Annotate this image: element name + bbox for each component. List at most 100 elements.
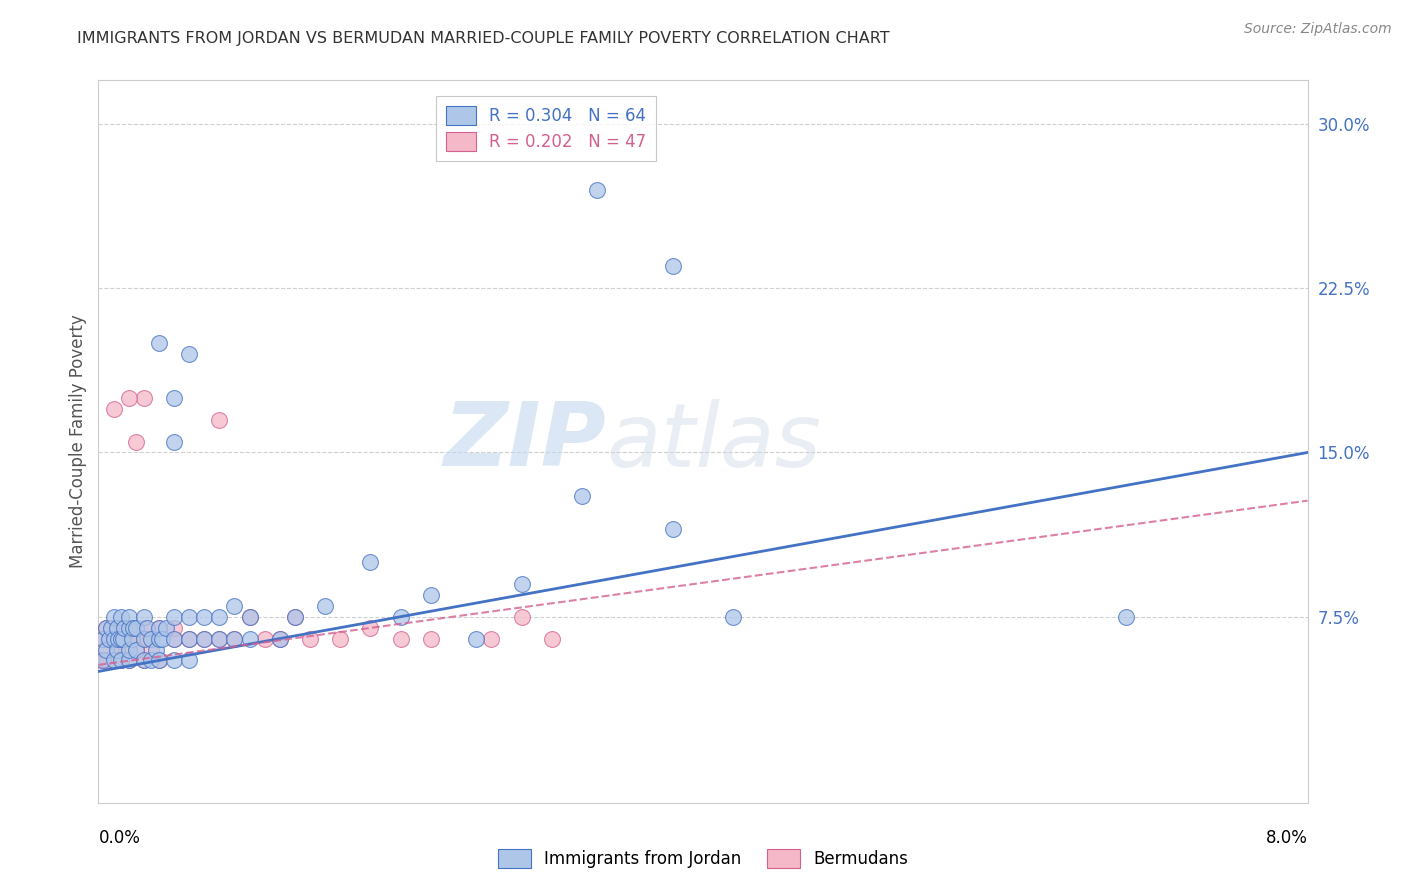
Immigrants from Jordan <box>224 599 246 613</box>
Bermudans <box>96 653 118 667</box>
Immigrants from Jordan <box>141 653 163 667</box>
Immigrants from Jordan <box>163 632 186 646</box>
Immigrants from Jordan <box>110 609 132 624</box>
Immigrants from Jordan <box>193 632 215 646</box>
Immigrants from Jordan <box>586 183 609 197</box>
Immigrants from Jordan <box>107 632 129 646</box>
Bermudans <box>163 632 186 646</box>
Immigrants from Jordan <box>510 577 533 591</box>
Bermudans <box>107 632 129 646</box>
Immigrants from Jordan <box>163 391 186 405</box>
Bermudans <box>239 609 262 624</box>
Text: Source: ZipAtlas.com: Source: ZipAtlas.com <box>1244 22 1392 37</box>
Immigrants from Jordan <box>661 260 683 274</box>
Bermudans <box>135 632 157 646</box>
Bermudans <box>179 632 201 646</box>
Bermudans <box>132 632 155 646</box>
Immigrants from Jordan <box>571 489 593 503</box>
Immigrants from Jordan <box>465 632 488 646</box>
Bermudans <box>118 632 141 646</box>
Immigrants from Jordan <box>420 588 443 602</box>
Immigrants from Jordan <box>208 609 231 624</box>
Bermudans <box>163 621 186 635</box>
Bermudans <box>253 632 276 646</box>
Immigrants from Jordan <box>132 609 155 624</box>
Bermudans <box>114 642 136 657</box>
Immigrants from Jordan <box>193 609 215 624</box>
Immigrants from Jordan <box>91 653 114 667</box>
Immigrants from Jordan <box>148 632 170 646</box>
Immigrants from Jordan <box>118 642 141 657</box>
Bermudans <box>269 632 291 646</box>
Immigrants from Jordan <box>118 621 141 635</box>
Bermudans <box>103 401 125 416</box>
Bermudans <box>118 653 141 667</box>
Bermudans <box>125 642 148 657</box>
Bermudans <box>121 632 143 646</box>
Immigrants from Jordan <box>105 621 128 635</box>
Bermudans <box>91 632 114 646</box>
Bermudans <box>224 632 246 646</box>
Text: atlas: atlas <box>606 399 821 484</box>
Bermudans <box>110 621 132 635</box>
Bermudans <box>94 621 117 635</box>
Immigrants from Jordan <box>179 347 201 361</box>
Bermudans <box>93 642 115 657</box>
Immigrants from Jordan <box>163 609 186 624</box>
Bermudans <box>132 621 155 635</box>
Immigrants from Jordan <box>284 609 307 624</box>
Immigrants from Jordan <box>111 632 134 646</box>
Text: IMMIGRANTS FROM JORDAN VS BERMUDAN MARRIED-COUPLE FAMILY POVERTY CORRELATION CHA: IMMIGRANTS FROM JORDAN VS BERMUDAN MARRI… <box>77 31 890 46</box>
Text: 0.0%: 0.0% <box>98 829 141 847</box>
Bermudans <box>90 653 112 667</box>
Immigrants from Jordan <box>125 642 148 657</box>
Immigrants from Jordan <box>360 555 382 569</box>
Immigrants from Jordan <box>723 609 745 624</box>
Bermudans <box>100 621 122 635</box>
Immigrants from Jordan <box>224 632 246 646</box>
Bermudans <box>132 653 155 667</box>
Immigrants from Jordan <box>148 653 170 667</box>
Immigrants from Jordan <box>105 642 128 657</box>
Immigrants from Jordan <box>163 434 186 449</box>
Immigrants from Jordan <box>103 653 125 667</box>
Text: 8.0%: 8.0% <box>1265 829 1308 847</box>
Bermudans <box>299 632 322 646</box>
Bermudans <box>284 609 307 624</box>
Immigrants from Jordan <box>389 609 412 624</box>
Immigrants from Jordan <box>103 632 125 646</box>
Text: ZIP: ZIP <box>443 398 606 485</box>
Bermudans <box>389 632 412 646</box>
Immigrants from Jordan <box>132 653 155 667</box>
Bermudans <box>110 653 132 667</box>
Bermudans <box>118 621 141 635</box>
Bermudans <box>141 642 163 657</box>
Immigrants from Jordan <box>145 642 167 657</box>
Bermudans <box>132 391 155 405</box>
Bermudans <box>481 632 503 646</box>
Bermudans <box>148 621 170 635</box>
Immigrants from Jordan <box>239 632 262 646</box>
Immigrants from Jordan <box>179 653 201 667</box>
Bermudans <box>111 632 134 646</box>
Bermudans <box>329 632 352 646</box>
Immigrants from Jordan <box>148 336 170 351</box>
Immigrants from Jordan <box>118 609 141 624</box>
Immigrants from Jordan <box>112 621 135 635</box>
Bermudans <box>103 653 125 667</box>
Immigrants from Jordan <box>208 632 231 646</box>
Bermudans <box>105 642 128 657</box>
Bermudans <box>510 609 533 624</box>
Bermudans <box>208 632 231 646</box>
Bermudans <box>98 632 121 646</box>
Immigrants from Jordan <box>314 599 336 613</box>
Immigrants from Jordan <box>1115 609 1137 624</box>
Immigrants from Jordan <box>141 632 163 646</box>
Immigrants from Jordan <box>125 621 148 635</box>
Immigrants from Jordan <box>122 621 145 635</box>
Immigrants from Jordan <box>91 632 114 646</box>
Bermudans <box>118 391 141 405</box>
Immigrants from Jordan <box>98 632 121 646</box>
Bermudans <box>208 412 231 426</box>
Bermudans <box>540 632 562 646</box>
